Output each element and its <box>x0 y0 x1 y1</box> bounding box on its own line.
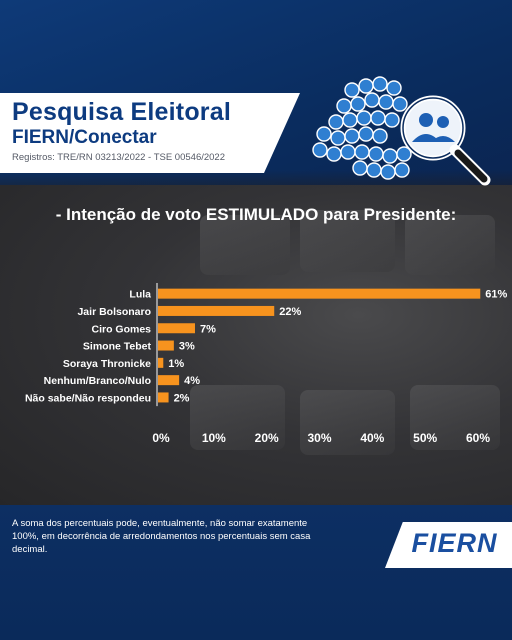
keypad-photo-background <box>0 185 512 510</box>
chart-heading: - Intenção de voto ESTIMULADO para Presi… <box>55 205 457 224</box>
page-subtitle: FIERN/Conectar <box>12 127 157 148</box>
value-label: 22% <box>279 306 301 318</box>
category-label: Ciro Gomes <box>91 323 151 335</box>
keypad-key <box>190 385 285 450</box>
registration-numbers: Registros: TRE/RN 03213/2022 - TSE 00546… <box>12 152 225 163</box>
crowd-magnifier-icon <box>312 76 491 186</box>
category-label: Não sabe/Não respondeu <box>25 392 151 404</box>
keypad-key <box>200 215 290 275</box>
x-tick-label: 50% <box>413 431 437 445</box>
category-label: Simone Tebet <box>83 341 152 353</box>
value-label: 3% <box>179 341 195 353</box>
page-title: Pesquisa Eleitoral <box>12 98 231 126</box>
value-label: 7% <box>200 323 216 335</box>
keypad-key <box>300 210 395 272</box>
bar <box>158 323 195 334</box>
x-tick-label: 10% <box>202 431 226 445</box>
category-label: Nenhum/Branco/Nulo <box>44 375 151 387</box>
value-label: 1% <box>168 358 184 370</box>
x-tick-label: 60% <box>466 431 490 445</box>
x-tick-label: 30% <box>307 431 331 445</box>
fiern-logo: FIERN <box>411 528 498 558</box>
bar <box>158 392 169 403</box>
keypad-key <box>300 390 395 455</box>
value-label: 2% <box>174 392 190 404</box>
value-label: 4% <box>184 375 200 387</box>
bar <box>158 288 481 299</box>
x-tick-label: 0% <box>152 431 170 445</box>
category-label: Lula <box>129 289 151 301</box>
bar <box>158 340 174 351</box>
keypad-key <box>405 215 495 275</box>
bar <box>158 305 275 316</box>
x-tick-label: 20% <box>255 431 279 445</box>
category-label: Soraya Thronicke <box>63 358 151 370</box>
keypad-key <box>410 385 500 450</box>
bar <box>158 357 164 368</box>
title-card <box>0 93 300 173</box>
footnote: A soma dos percentuais pode, eventualmen… <box>12 518 311 555</box>
vote-intention-bar-chart: Lula 61% Jair Bolsonaro 22% Ciro Gomes 7% Simo… <box>25 283 508 445</box>
value-label: 61% <box>485 289 507 301</box>
x-tick-label: 40% <box>360 431 384 445</box>
category-label: Jair Bolsonaro <box>77 306 151 318</box>
bar <box>158 375 180 386</box>
logo-card <box>385 522 512 568</box>
